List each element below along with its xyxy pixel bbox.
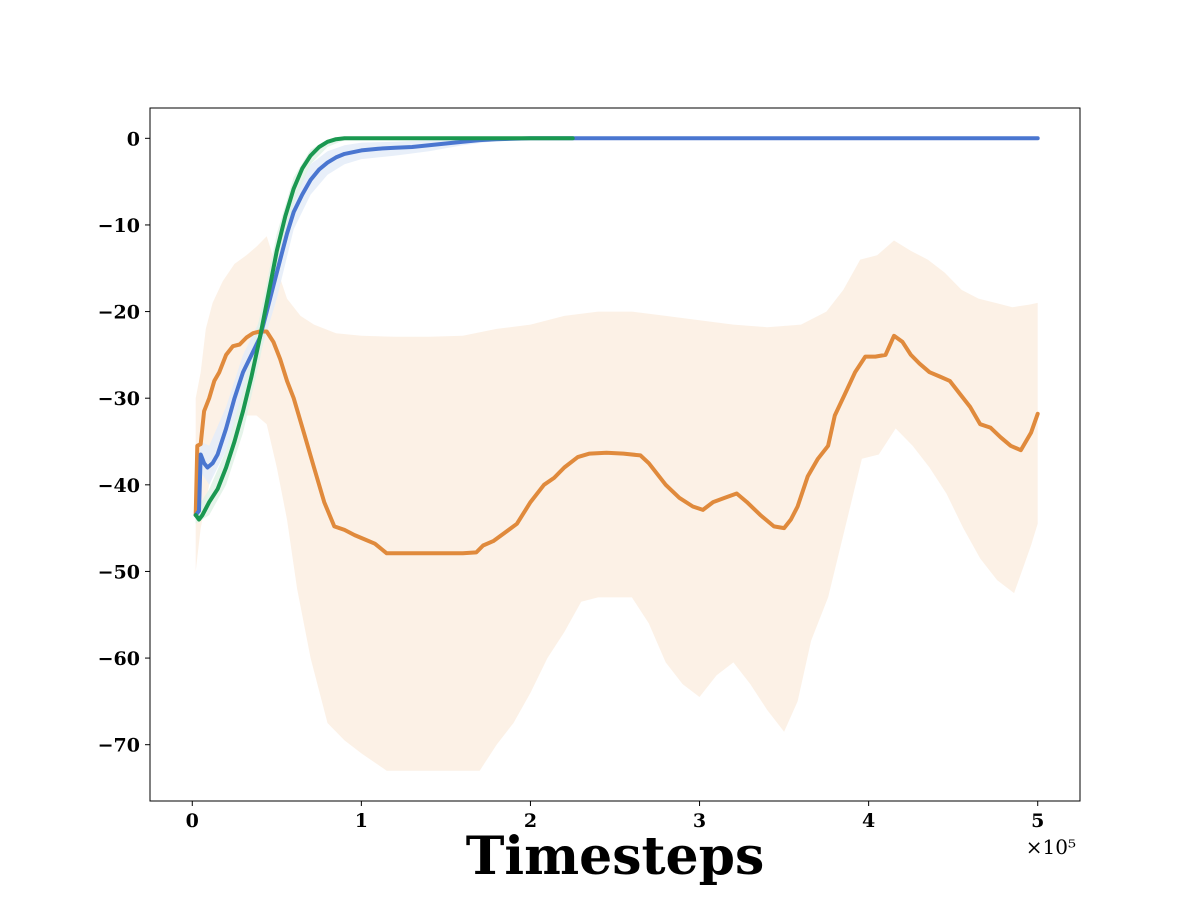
plot-area-frame [149, 107, 1081, 802]
y-tick-label: −60 [98, 648, 140, 670]
y-tick-label: −30 [98, 388, 140, 410]
series-1-band [195, 236, 1038, 771]
y-tick-label: −20 [98, 302, 140, 324]
y-tick-label: −40 [98, 475, 140, 497]
x-tick-label: 4 [862, 810, 875, 832]
y-tick-label: −10 [98, 215, 140, 237]
y-tick-label: −50 [98, 561, 140, 583]
y-axis-ticks: 0 −10 −20 −30 −40 −50 −60 −70 [98, 128, 150, 757]
confidence-bands [195, 138, 1038, 771]
x-tick-label: 3 [693, 810, 706, 832]
series-lines [193, 136, 1040, 556]
y-tick-label: 0 [127, 128, 140, 150]
x-tick-label: 0 [186, 810, 199, 832]
x-axis-ticks: 0 1 2 3 4 5 [186, 801, 1044, 832]
y-tick-label: −70 [98, 735, 140, 757]
x-axis-offset-label: ×10⁵ [1026, 835, 1076, 859]
series-3-line [193, 136, 575, 522]
x-tick-label: 1 [355, 810, 368, 832]
x-axis-label: Timesteps [466, 826, 765, 887]
x-tick-label: 5 [1031, 810, 1044, 832]
series-1-line [193, 329, 1040, 556]
x-tick-label: 2 [524, 810, 537, 832]
